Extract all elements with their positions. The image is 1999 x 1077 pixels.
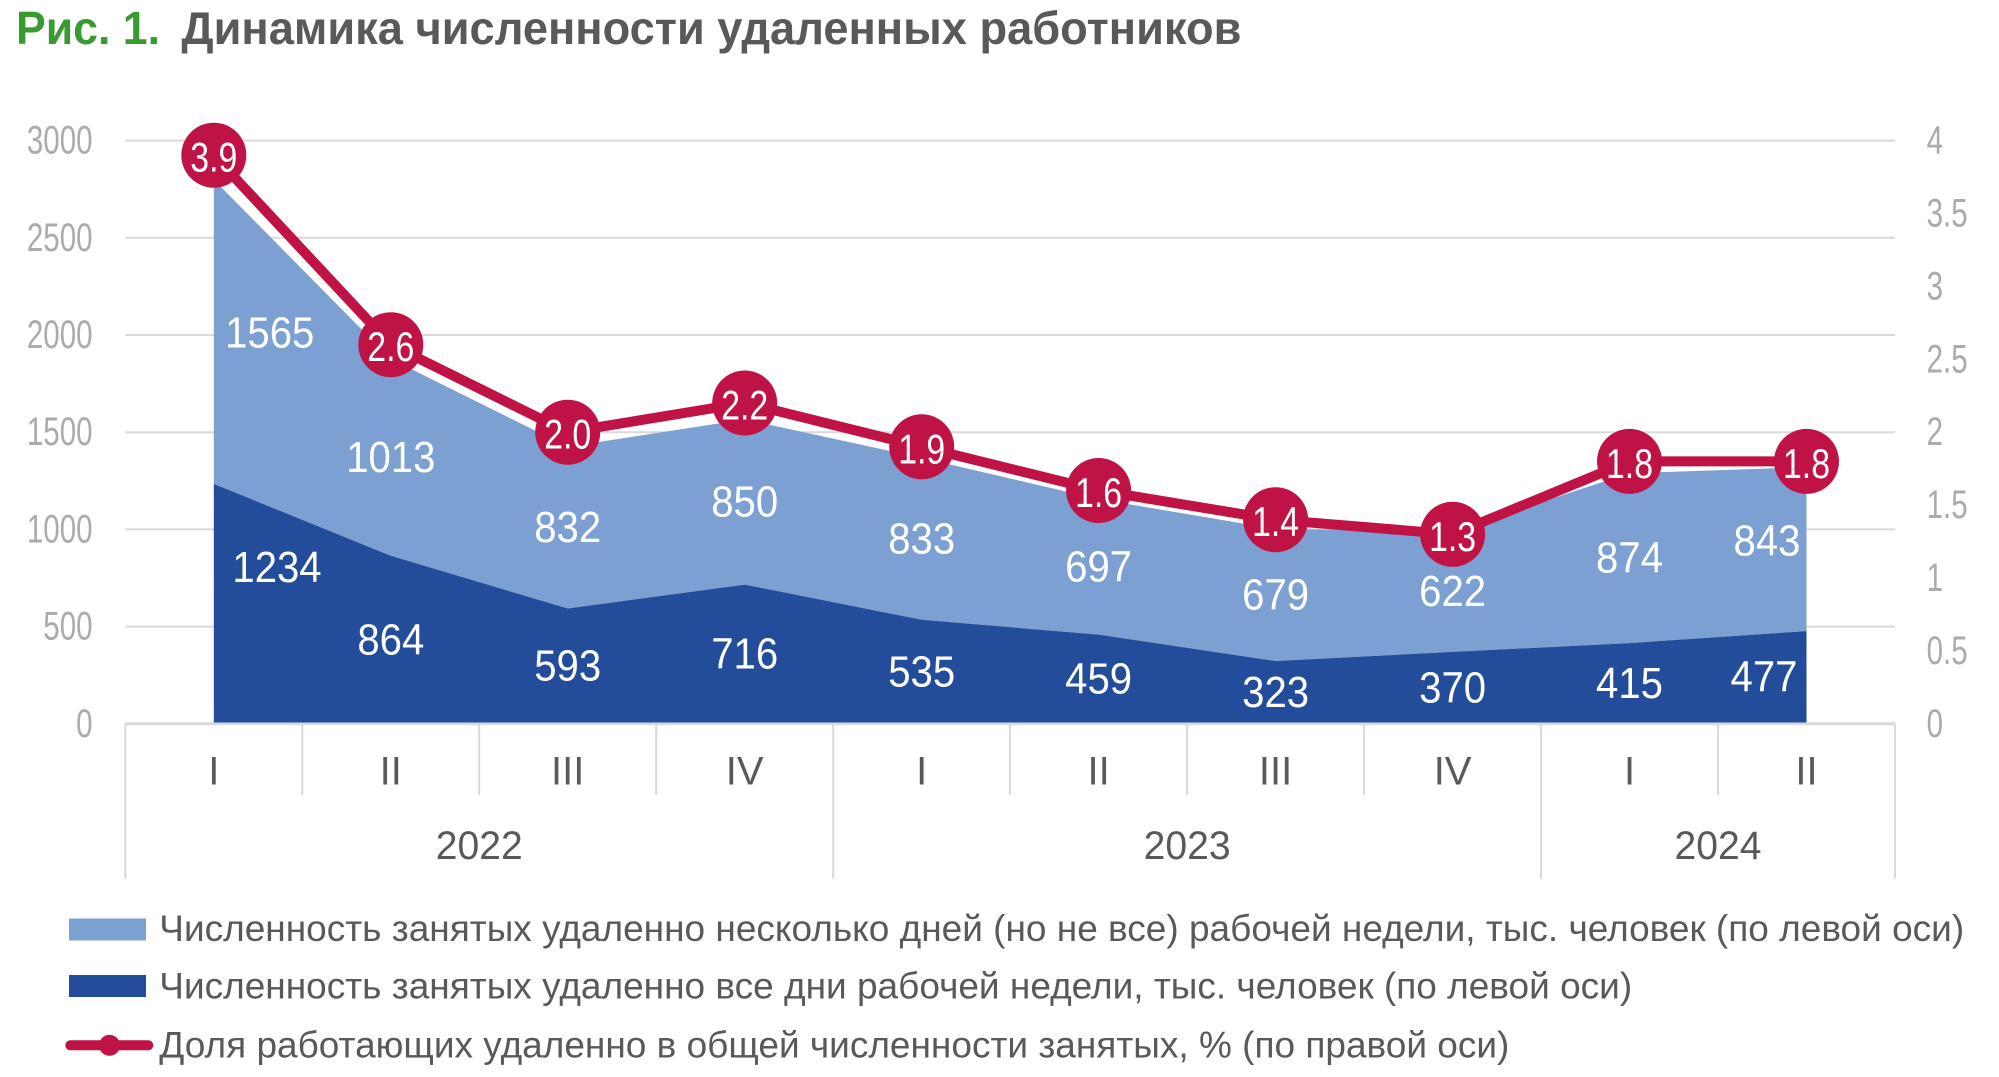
- svg-text:1.9: 1.9: [898, 425, 945, 472]
- svg-text:415: 415: [1596, 659, 1663, 708]
- svg-text:2022: 2022: [436, 824, 523, 868]
- svg-text:I: I: [1624, 750, 1635, 794]
- svg-text:2.5: 2.5: [1927, 337, 1968, 381]
- svg-text:477: 477: [1731, 653, 1798, 702]
- svg-text:593: 593: [534, 642, 601, 691]
- svg-text:Рис. 1.: Рис. 1.: [16, 2, 160, 54]
- svg-text:3: 3: [1927, 264, 1943, 308]
- svg-text:Численность занятых удаленно в: Численность занятых удаленно все дни раб…: [159, 966, 1632, 1007]
- svg-text:3000: 3000: [27, 119, 93, 163]
- svg-text:1000: 1000: [27, 507, 93, 551]
- svg-text:874: 874: [1596, 534, 1663, 583]
- svg-text:2023: 2023: [1144, 824, 1231, 868]
- svg-text:459: 459: [1065, 655, 1132, 704]
- svg-text:2500: 2500: [27, 216, 93, 260]
- svg-text:833: 833: [888, 514, 955, 563]
- svg-text:843: 843: [1734, 517, 1801, 566]
- svg-text:III: III: [551, 750, 584, 794]
- svg-text:Численность занятых удаленно н: Численность занятых удаленно несколько д…: [159, 908, 1964, 949]
- svg-text:697: 697: [1065, 542, 1132, 591]
- svg-text:850: 850: [711, 478, 778, 527]
- svg-text:500: 500: [43, 605, 92, 649]
- svg-text:III: III: [1259, 750, 1292, 794]
- svg-text:IV: IV: [1434, 750, 1472, 794]
- svg-text:535: 535: [888, 647, 955, 696]
- svg-text:679: 679: [1242, 571, 1309, 620]
- svg-text:3.9: 3.9: [190, 134, 237, 181]
- svg-text:1234: 1234: [232, 543, 321, 592]
- svg-text:0: 0: [76, 702, 92, 746]
- svg-text:I: I: [916, 750, 927, 794]
- svg-text:1.8: 1.8: [1783, 440, 1830, 487]
- svg-text:I: I: [208, 750, 219, 794]
- svg-text:II: II: [1087, 750, 1109, 794]
- svg-text:716: 716: [711, 630, 778, 679]
- svg-text:1565: 1565: [225, 308, 314, 357]
- svg-text:II: II: [380, 750, 402, 794]
- svg-text:2024: 2024: [1675, 824, 1762, 868]
- svg-text:2.0: 2.0: [544, 411, 591, 458]
- svg-text:2.2: 2.2: [721, 382, 768, 429]
- svg-text:Доля работающих удаленно в общ: Доля работающих удаленно в общей численн…: [159, 1024, 1509, 1065]
- svg-text:622: 622: [1419, 567, 1486, 616]
- svg-text:1.4: 1.4: [1252, 498, 1299, 545]
- svg-text:1.6: 1.6: [1075, 469, 1122, 516]
- svg-text:2000: 2000: [27, 313, 93, 357]
- svg-text:IV: IV: [726, 750, 764, 794]
- svg-text:1.3: 1.3: [1429, 513, 1476, 560]
- svg-text:370: 370: [1419, 663, 1486, 712]
- svg-text:II: II: [1795, 750, 1817, 794]
- svg-text:1013: 1013: [346, 433, 435, 482]
- svg-text:4: 4: [1927, 119, 1943, 163]
- svg-text:3.5: 3.5: [1927, 192, 1968, 236]
- svg-text:1.5: 1.5: [1927, 483, 1968, 527]
- svg-text:0: 0: [1927, 702, 1943, 746]
- svg-text:1: 1: [1927, 556, 1943, 600]
- svg-text:Динамика численности удаленных: Динамика численности удаленных работнико…: [181, 2, 1241, 54]
- svg-text:832: 832: [534, 503, 601, 552]
- svg-text:0.5: 0.5: [1927, 629, 1968, 673]
- svg-text:864: 864: [357, 615, 424, 664]
- svg-text:2: 2: [1927, 410, 1943, 454]
- svg-text:2.6: 2.6: [367, 323, 414, 370]
- svg-text:1500: 1500: [27, 410, 93, 454]
- svg-text:323: 323: [1242, 668, 1309, 717]
- svg-text:1.8: 1.8: [1606, 440, 1653, 487]
